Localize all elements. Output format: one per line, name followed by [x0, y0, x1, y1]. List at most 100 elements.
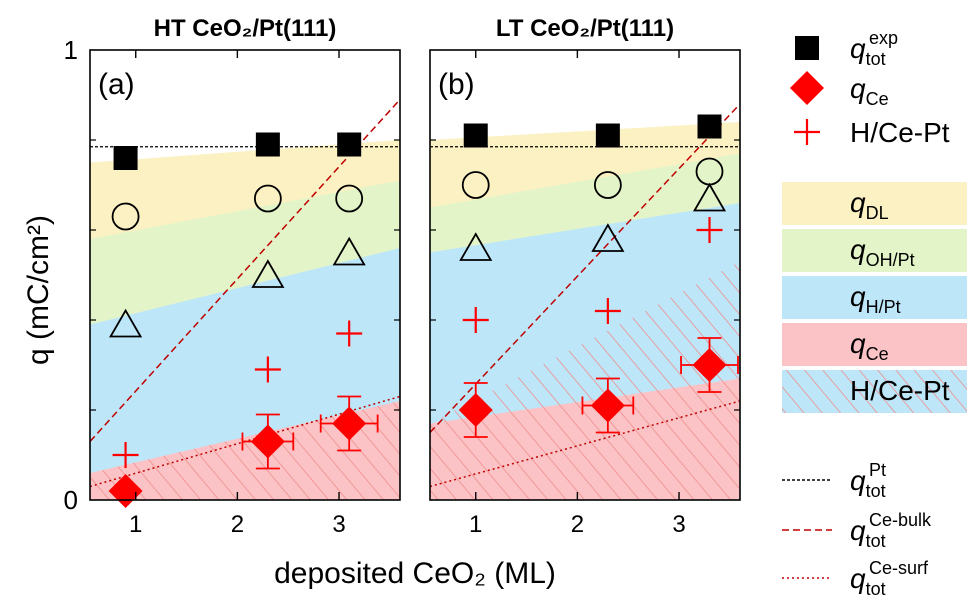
q-symbol: q: [850, 328, 866, 359]
q-tot-exp-marker: [337, 132, 362, 157]
plot-frame: [429, 49, 741, 501]
legend-band-dl: qDL: [782, 182, 967, 225]
legend-line-label: qtot: [850, 515, 886, 551]
subscript: OH/Pt: [866, 250, 915, 270]
h-ce-pt-marker: [112, 442, 139, 468]
x-tick-label: 2: [231, 511, 244, 538]
legend-diamond-icon: [790, 71, 824, 105]
subscript: H/Pt: [866, 297, 901, 317]
panel-title: HT CeO₂/Pt(111): [154, 15, 337, 42]
open-triangle-marker: [459, 232, 493, 261]
legend-layer: qtotexpqCeH/Ce-PtqDLqOH/PtqH/PtqCeH/Ce-P…: [782, 28, 967, 598]
legend-marker-label: qCe: [850, 73, 889, 109]
legend-band-label: qOH/Pt: [850, 234, 915, 270]
subscript: tot: [866, 531, 886, 551]
legend-marker-q_ce: qCe: [790, 71, 889, 109]
y-axis-label: q (mC/cm²): [22, 215, 55, 365]
panel-label: (b): [438, 68, 475, 101]
subscript: Ce: [866, 344, 889, 364]
legend-band-hatch: H/Ce-Pt: [782, 370, 967, 413]
superscript: Ce-bulk: [869, 510, 932, 530]
q-symbol: q: [850, 563, 866, 594]
legend-band-label: qH/Pt: [850, 281, 901, 317]
subscript: tot: [866, 481, 886, 501]
q-tot-exp-marker: [113, 146, 138, 170]
x-tick-label: 3: [672, 511, 685, 538]
x-axis-label: deposited CeO₂ (ML): [274, 557, 556, 590]
open-triangle-marker: [692, 182, 727, 212]
legend-square-icon: [795, 36, 819, 60]
legend-marker-label: qtot: [850, 33, 886, 69]
open-circle-marker: [593, 171, 622, 199]
subscript: tot: [866, 49, 886, 69]
legend-plus-icon: [794, 119, 820, 145]
legend-swatch: [782, 323, 967, 366]
bands: [90, 140, 400, 500]
q-tot-ce-bulk-line: [430, 103, 740, 434]
legend-marker-label: H/Ce-Pt: [850, 117, 950, 148]
subscript: DL: [866, 203, 889, 223]
legend-swatch: [782, 276, 967, 319]
panel-label: (a): [98, 68, 135, 101]
h-ce-pt-marker: [594, 298, 621, 324]
q-symbol: q: [850, 515, 866, 546]
panels-layer: 1 2 3 0 1 (a) HT CeO₂/Pt(111) 1 2 3 (b) LT CeO₂/Pt(…: [64, 15, 741, 538]
legend-band-label: H/Ce-Pt: [850, 375, 950, 406]
plot-frame: [89, 49, 401, 501]
x-tick-label: 3: [332, 511, 345, 538]
panel-1: 1 2 3 (b) LT CeO₂/Pt(111): [429, 15, 741, 538]
q-symbol: q: [850, 465, 866, 496]
q-ce-marker: [332, 406, 367, 441]
q-symbol: q: [850, 33, 866, 64]
x-tick-label: 1: [469, 511, 482, 538]
open-circle-marker: [111, 202, 140, 231]
legend-line-label: qtot: [850, 465, 886, 501]
legend-swatch: [782, 229, 967, 272]
subscript: Ce: [866, 89, 889, 109]
x-tick-label: 2: [571, 511, 584, 538]
legend-line-label: qtot: [850, 563, 886, 598]
open-triangle-marker: [591, 223, 625, 252]
q-ce-marker: [590, 388, 625, 423]
axes-text: deposited CeO₂ (ML) q (mC/cm²): [22, 215, 556, 590]
legend-band-label: qCe: [850, 328, 889, 364]
legend-band-hpt: qH/Pt: [782, 276, 967, 319]
label-text: H/Ce-Pt: [850, 117, 950, 148]
x-tick-label: 1: [129, 511, 142, 538]
q-symbol: q: [850, 234, 866, 265]
q-ce-marker: [458, 393, 493, 427]
q-symbol: q: [850, 73, 866, 104]
h-ce-pt-marker: [336, 320, 363, 347]
q-tot-exp-marker: [697, 114, 722, 139]
band-hatch: [430, 261, 740, 500]
q-tot-exp-marker: [255, 132, 280, 157]
open-triangle-marker: [332, 236, 366, 266]
bands: [430, 122, 740, 500]
legend-marker-h_ce_pt: H/Ce-Pt: [794, 117, 950, 148]
band-hatch: [90, 401, 400, 500]
q-ce-marker: [250, 424, 285, 459]
open-triangle-marker: [109, 308, 143, 338]
open-circle-marker: [461, 171, 490, 199]
open-triangle-marker: [251, 259, 285, 288]
legend-band-ce: qCe: [782, 323, 967, 366]
q-symbol: q: [850, 187, 866, 218]
legend-band-label: qDL: [850, 187, 889, 223]
subscript: tot: [866, 579, 886, 598]
superscript: Pt: [869, 460, 886, 480]
legend-swatch-hatch: [782, 370, 967, 413]
q-tot-exp-marker: [463, 123, 488, 148]
panel-title: LT CeO₂/Pt(111): [496, 15, 674, 42]
y-tick-label: 0: [64, 485, 78, 515]
h-ce-pt-marker: [254, 356, 281, 383]
open-circle-marker: [335, 184, 364, 213]
open-circle-marker: [253, 184, 282, 213]
q-tot-ce-surf-line: [430, 400, 740, 488]
label-text: H/Ce-Pt: [850, 375, 950, 406]
h-ce-pt-marker: [696, 217, 723, 243]
